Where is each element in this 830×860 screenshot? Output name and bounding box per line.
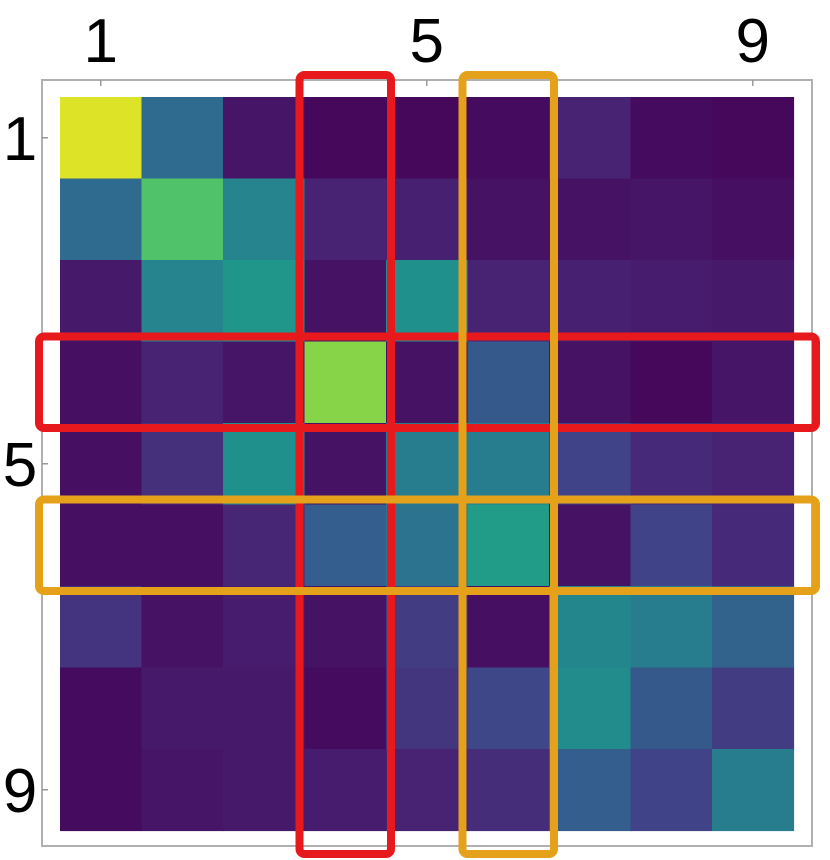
heatmap-cell-r7-c5 bbox=[386, 586, 469, 669]
heatmap-cell-r8-c1 bbox=[60, 667, 143, 750]
heatmap-cell-r9-c3 bbox=[223, 749, 306, 832]
heatmap-cell-r7-c8 bbox=[630, 586, 713, 669]
heatmap-cell-r5-c6 bbox=[467, 423, 550, 506]
highlight-row-4 bbox=[35, 332, 820, 432]
heatmap-cell-r1-c2 bbox=[141, 97, 224, 180]
heatmap-cell-r3-c2 bbox=[141, 260, 224, 343]
heatmap-cell-r8-c2 bbox=[141, 667, 224, 750]
heatmap-cell-r4-c4 bbox=[304, 341, 387, 424]
heatmap-cell-r2-c8 bbox=[630, 178, 713, 261]
heatmap-cell-r2-c2 bbox=[141, 178, 224, 261]
highlight-boxes bbox=[35, 71, 820, 858]
heatmap-cell-r2-c9 bbox=[712, 178, 795, 261]
heatmap-cell-r9-c5 bbox=[386, 749, 469, 832]
y-tick-label-5: 5 bbox=[3, 431, 37, 500]
heatmap-cell-r2-c1 bbox=[60, 178, 143, 261]
heatmap-cell-r1-c9 bbox=[712, 97, 795, 180]
heatmap-cell-r5-c3 bbox=[223, 423, 306, 506]
heatmap-cell-r4-c1 bbox=[60, 341, 143, 424]
heatmap-cell-r4-c2 bbox=[141, 341, 224, 424]
heatmap-cell-r2-c4 bbox=[304, 178, 387, 261]
heatmap-cell-r6-c7 bbox=[549, 504, 632, 587]
heatmap-cell-r3-c8 bbox=[630, 260, 713, 343]
heatmap-cell-r7-c9 bbox=[712, 586, 795, 669]
heatmap-cell-r4-c9 bbox=[712, 341, 795, 424]
y-tick-label-9: 9 bbox=[3, 757, 37, 826]
heatmap-cell-r8-c6 bbox=[467, 667, 550, 750]
y-tick-label-1: 1 bbox=[3, 105, 37, 174]
heatmap-cell-r3-c3 bbox=[223, 260, 306, 343]
heatmap-cell-r4-c8 bbox=[630, 341, 713, 424]
heatmap-cell-r9-c1 bbox=[60, 749, 143, 832]
heatmap-cell-r8-c4 bbox=[304, 667, 387, 750]
x-tick-label-1: 1 bbox=[84, 7, 118, 76]
heatmap-cell-r4-c6 bbox=[467, 341, 550, 424]
heatmap-cell-r9-c6 bbox=[467, 749, 550, 832]
heatmap-cell-r7-c2 bbox=[141, 586, 224, 669]
heatmap-cell-r4-c7 bbox=[549, 341, 632, 424]
heatmap-cell-r6-c8 bbox=[630, 504, 713, 587]
heatmap-cell-r2-c6 bbox=[467, 178, 550, 261]
heatmap-cell-r6-c3 bbox=[223, 504, 306, 587]
heatmap-cell-r7-c7 bbox=[549, 586, 632, 669]
heatmap-cell-r9-c7 bbox=[549, 749, 632, 832]
heatmap-cell-r6-c2 bbox=[141, 504, 224, 587]
heatmap-cell-r6-c5 bbox=[386, 504, 469, 587]
heatmap-cell-r1-c3 bbox=[223, 97, 306, 180]
heatmap-cell-r6-c9 bbox=[712, 504, 795, 587]
highlight-row-6 bbox=[35, 495, 820, 595]
highlight-column-4 bbox=[295, 71, 395, 858]
heatmap-cell-r8-c7 bbox=[549, 667, 632, 750]
heatmap-cell-r5-c1 bbox=[60, 423, 143, 506]
heatmap-cell-r8-c9 bbox=[712, 667, 795, 750]
heatmap-cell-r5-c2 bbox=[141, 423, 224, 506]
heatmap-cell-r7-c4 bbox=[304, 586, 387, 669]
y-axis-ticks: 1 5 9 bbox=[3, 105, 48, 826]
heatmap-cells bbox=[60, 97, 795, 832]
heatmap-cell-r2-c7 bbox=[549, 178, 632, 261]
heatmap-cell-r1-c1 bbox=[60, 97, 143, 180]
heatmap-cell-r9-c8 bbox=[630, 749, 713, 832]
heatmap-cell-r1-c7 bbox=[549, 97, 632, 180]
heatmap-cell-r9-c2 bbox=[141, 749, 224, 832]
heatmap-cell-r7-c1 bbox=[60, 586, 143, 669]
heatmap-cell-r3-c5 bbox=[386, 260, 469, 343]
heatmap-cell-r1-c5 bbox=[386, 97, 469, 180]
highlight-column-6 bbox=[458, 71, 558, 858]
heatmap-cell-r5-c7 bbox=[549, 423, 632, 506]
heatmap-cell-r2-c5 bbox=[386, 178, 469, 261]
x-axis-ticks: 1 5 9 bbox=[84, 7, 770, 86]
heatmap-cell-r5-c5 bbox=[386, 423, 469, 506]
heatmap-cell-r6-c4 bbox=[304, 504, 387, 587]
heatmap-cell-r5-c9 bbox=[712, 423, 795, 506]
heatmap-cell-r6-c1 bbox=[60, 504, 143, 587]
heatmap-cell-r7-c6 bbox=[467, 586, 550, 669]
heatmap-cell-r6-c6 bbox=[467, 504, 550, 587]
heatmap-cell-r3-c1 bbox=[60, 260, 143, 343]
heatmap-cell-r5-c8 bbox=[630, 423, 713, 506]
heatmap-cell-r3-c9 bbox=[712, 260, 795, 343]
heatmap-cell-r8-c5 bbox=[386, 667, 469, 750]
heatmap-cell-r1-c4 bbox=[304, 97, 387, 180]
heatmap-cell-r3-c4 bbox=[304, 260, 387, 343]
heatmap-cell-r3-c6 bbox=[467, 260, 550, 343]
heatmap-cell-r1-c6 bbox=[467, 97, 550, 180]
heatmap-cell-r3-c7 bbox=[549, 260, 632, 343]
heatmap-cell-r9-c4 bbox=[304, 749, 387, 832]
heatmap-cell-r5-c4 bbox=[304, 423, 387, 506]
x-tick-label-5: 5 bbox=[410, 7, 444, 76]
heatmap-cell-r2-c3 bbox=[223, 178, 306, 261]
heatmap-cell-r8-c3 bbox=[223, 667, 306, 750]
x-tick-label-9: 9 bbox=[736, 7, 770, 76]
heatmap-cell-r8-c8 bbox=[630, 667, 713, 750]
heatmap-cell-r1-c8 bbox=[630, 97, 713, 180]
heatmap-cell-r9-c9 bbox=[712, 749, 795, 832]
heatmap-cell-r4-c5 bbox=[386, 341, 469, 424]
heatmap-cell-r4-c3 bbox=[223, 341, 306, 424]
heatmap-cell-r7-c3 bbox=[223, 586, 306, 669]
